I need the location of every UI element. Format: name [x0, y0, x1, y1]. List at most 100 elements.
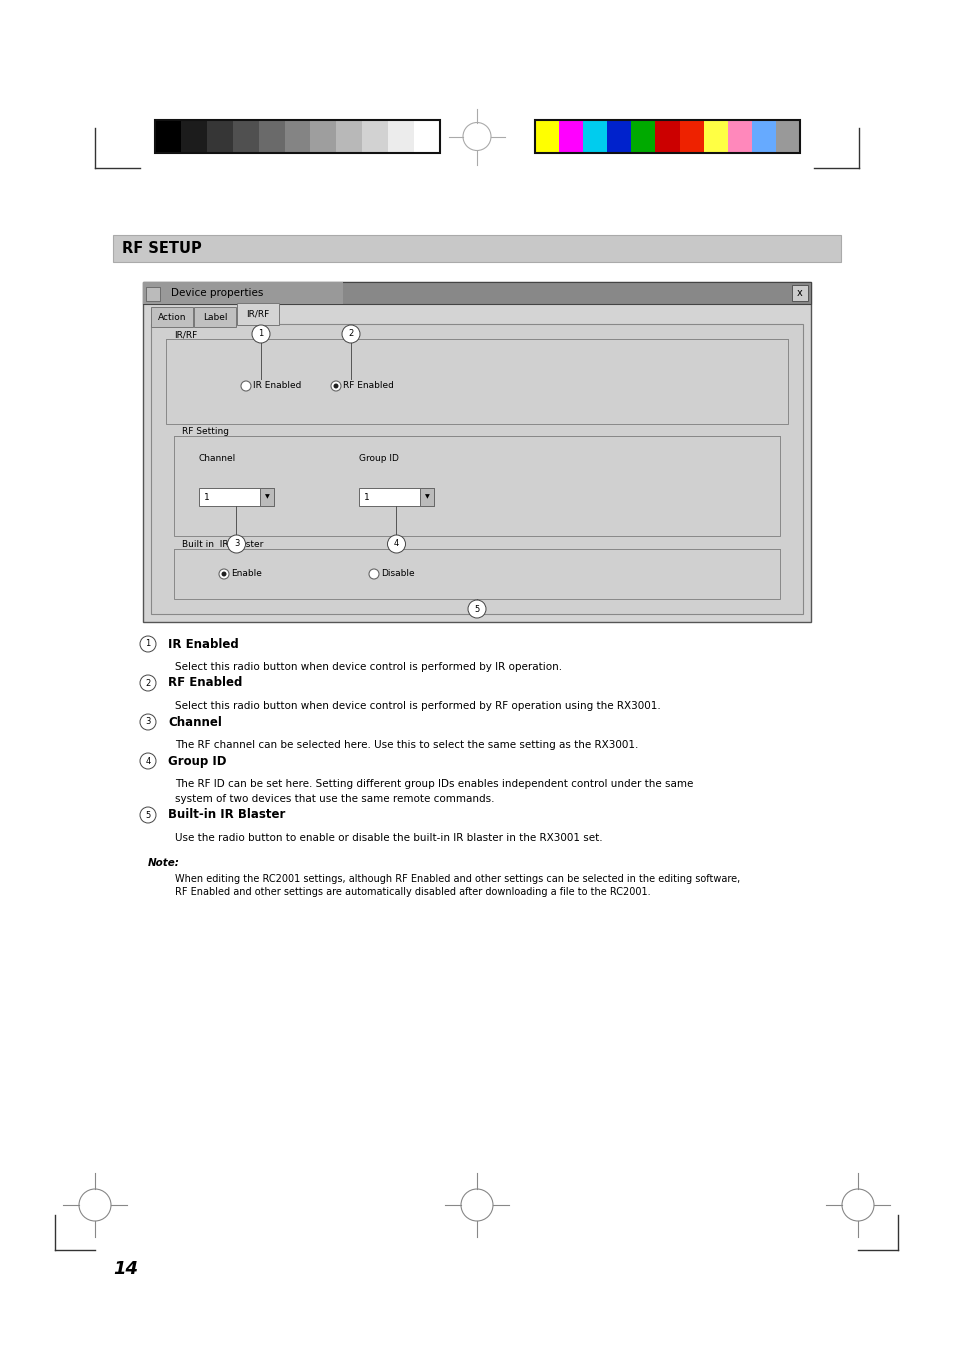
Bar: [582, 120, 607, 153]
Circle shape: [140, 636, 156, 652]
Text: RF Enabled: RF Enabled: [343, 382, 394, 390]
Text: 14: 14: [112, 1260, 138, 1278]
Text: Group ID: Group ID: [168, 755, 226, 768]
Circle shape: [241, 381, 251, 392]
Bar: [166, 339, 787, 424]
Text: 3: 3: [145, 717, 151, 726]
Text: Use the radio button to enable or disable the built-in IR blaster in the RX3001 : Use the radio button to enable or disabl…: [174, 833, 602, 842]
Circle shape: [140, 675, 156, 691]
Circle shape: [369, 568, 378, 579]
Text: 4: 4: [394, 540, 398, 548]
Bar: [703, 120, 727, 153]
Bar: [173, 549, 780, 599]
Text: Built in  IR Blaster: Built in IR Blaster: [182, 540, 263, 549]
Text: Label: Label: [203, 312, 227, 321]
Bar: [284, 120, 310, 153]
Bar: [193, 306, 235, 327]
Bar: [607, 120, 631, 153]
Bar: [233, 120, 258, 153]
Bar: [143, 282, 343, 304]
Circle shape: [227, 535, 245, 554]
Bar: [154, 120, 181, 153]
Bar: [358, 487, 434, 506]
Bar: [173, 436, 780, 536]
Bar: [181, 120, 207, 153]
Circle shape: [221, 571, 226, 576]
Text: ▼: ▼: [424, 494, 429, 499]
Text: Disable: Disable: [380, 570, 415, 579]
Text: RF Enabled and other settings are automatically disabled after downloading a fil: RF Enabled and other settings are automa…: [174, 887, 650, 896]
Text: IR/RF: IR/RF: [246, 309, 270, 319]
Circle shape: [252, 325, 270, 343]
Text: system of two devices that use the same remote commands.: system of two devices that use the same …: [174, 794, 494, 805]
Text: RF SETUP: RF SETUP: [122, 242, 201, 256]
Text: IR Enabled: IR Enabled: [253, 382, 301, 390]
Bar: [236, 302, 278, 325]
Bar: [791, 285, 807, 301]
Text: 5: 5: [474, 605, 479, 613]
Circle shape: [140, 714, 156, 730]
Text: 3: 3: [233, 540, 239, 548]
Text: ▼: ▼: [264, 494, 269, 499]
Text: Device properties: Device properties: [171, 288, 263, 298]
Bar: [143, 282, 810, 622]
Text: 2: 2: [145, 679, 151, 687]
Bar: [419, 487, 434, 506]
Bar: [260, 487, 274, 506]
Text: Channel: Channel: [199, 454, 236, 463]
Text: Action: Action: [157, 312, 186, 321]
Bar: [414, 120, 439, 153]
Bar: [146, 288, 160, 301]
Text: RF Setting: RF Setting: [182, 427, 229, 436]
Bar: [775, 120, 800, 153]
Circle shape: [468, 599, 485, 618]
Bar: [154, 120, 439, 153]
Bar: [143, 282, 810, 304]
Circle shape: [387, 535, 405, 554]
Text: IR/RF: IR/RF: [173, 329, 197, 339]
Text: Select this radio button when device control is performed by RF operation using : Select this radio button when device con…: [174, 701, 660, 711]
Circle shape: [140, 753, 156, 769]
Text: RF Enabled: RF Enabled: [168, 676, 242, 690]
Text: x: x: [797, 288, 802, 298]
Bar: [535, 120, 558, 153]
Bar: [258, 120, 284, 153]
Bar: [112, 235, 841, 262]
Circle shape: [331, 381, 340, 392]
Text: Note:: Note:: [148, 859, 180, 868]
Text: 1: 1: [364, 493, 370, 501]
Text: Built-in IR Blaster: Built-in IR Blaster: [168, 809, 285, 822]
Bar: [388, 120, 414, 153]
Bar: [310, 120, 336, 153]
Text: Channel: Channel: [168, 716, 222, 729]
Text: The RF ID can be set here. Setting different group IDs enables independent contr: The RF ID can be set here. Setting diffe…: [174, 779, 693, 788]
Bar: [558, 120, 582, 153]
Bar: [199, 487, 274, 506]
Circle shape: [219, 568, 229, 579]
Bar: [727, 120, 751, 153]
Text: 1: 1: [204, 493, 210, 501]
Bar: [535, 120, 800, 153]
Text: Select this radio button when device control is performed by IR operation.: Select this radio button when device con…: [174, 662, 561, 672]
Text: 2: 2: [348, 329, 354, 339]
Bar: [336, 120, 362, 153]
Text: Enable: Enable: [231, 570, 262, 579]
Text: 1: 1: [145, 640, 151, 648]
Text: The RF channel can be selected here. Use this to select the same setting as the : The RF channel can be selected here. Use…: [174, 740, 638, 751]
Bar: [655, 120, 679, 153]
Circle shape: [140, 807, 156, 824]
Text: Group ID: Group ID: [358, 454, 398, 463]
Bar: [751, 120, 775, 153]
Circle shape: [341, 325, 359, 343]
Bar: [679, 120, 703, 153]
Bar: [631, 120, 655, 153]
Text: 4: 4: [145, 756, 151, 765]
Text: IR Enabled: IR Enabled: [168, 637, 238, 651]
Text: When editing the RC2001 settings, although RF Enabled and other settings can be : When editing the RC2001 settings, althou…: [174, 873, 740, 884]
Text: 5: 5: [145, 810, 151, 819]
Bar: [207, 120, 233, 153]
Bar: [151, 306, 193, 327]
Text: 1: 1: [258, 329, 263, 339]
Bar: [151, 324, 802, 614]
Circle shape: [334, 383, 338, 389]
